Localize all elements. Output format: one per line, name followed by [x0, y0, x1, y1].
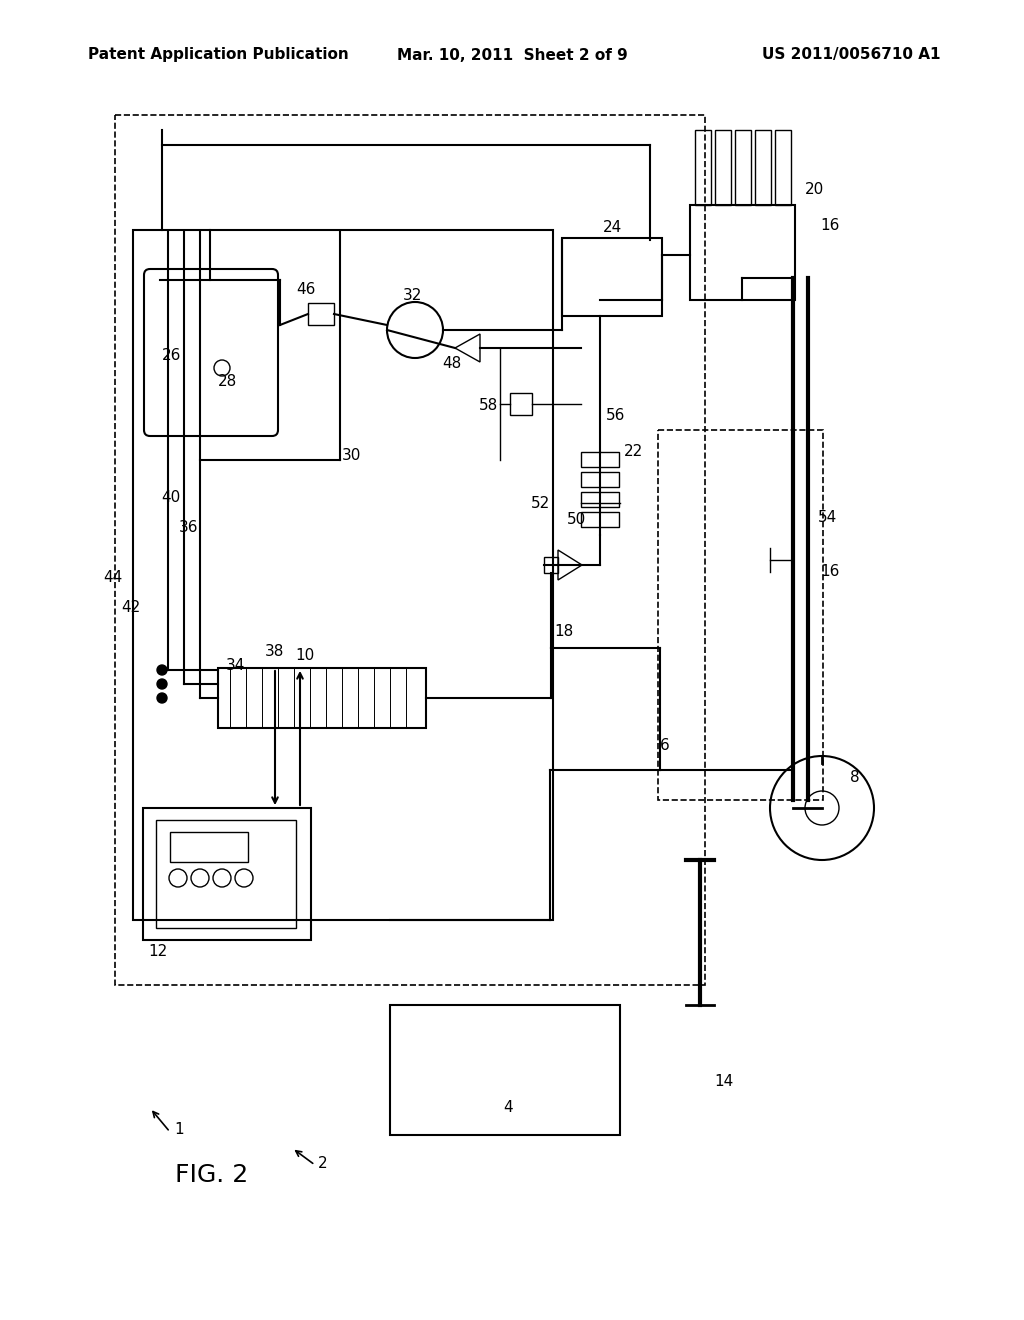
Bar [143, 808, 311, 940]
Bar [658, 430, 823, 800]
Bar [390, 1005, 620, 1135]
Text: 24: 24 [602, 220, 622, 235]
Circle shape [157, 678, 167, 689]
Text: 28: 28 [218, 375, 238, 389]
Text: 38: 38 [265, 644, 285, 660]
Text: 2: 2 [318, 1155, 328, 1171]
Circle shape [157, 665, 167, 675]
Bar [156, 820, 296, 928]
Text: 26: 26 [162, 347, 181, 363]
Bar [218, 668, 426, 729]
Text: 54: 54 [818, 511, 838, 525]
Bar [562, 238, 662, 315]
Text: 34: 34 [226, 657, 246, 672]
Text: 12: 12 [148, 945, 167, 960]
Bar [735, 129, 751, 205]
Text: 36: 36 [178, 520, 198, 536]
Bar [115, 115, 705, 985]
Bar [544, 557, 558, 573]
Text: 10: 10 [295, 648, 314, 663]
Text: FIG. 2: FIG. 2 [175, 1163, 249, 1187]
Text: 22: 22 [624, 445, 643, 459]
Text: US 2011/0056710 A1: US 2011/0056710 A1 [762, 48, 940, 62]
Text: 42: 42 [121, 601, 140, 615]
Bar [581, 512, 618, 527]
Circle shape [157, 693, 167, 704]
Bar [715, 129, 731, 205]
Text: 32: 32 [403, 288, 423, 302]
Bar [170, 832, 248, 862]
Text: 16: 16 [820, 565, 840, 579]
Bar [695, 129, 711, 205]
Bar [308, 304, 334, 325]
Text: 56: 56 [606, 408, 626, 422]
Text: 44: 44 [102, 570, 122, 586]
Text: 16: 16 [820, 218, 840, 232]
Text: 1: 1 [174, 1122, 183, 1138]
Bar [755, 129, 771, 205]
Bar [133, 230, 553, 920]
Bar [510, 393, 532, 414]
Text: 4: 4 [503, 1101, 513, 1115]
Text: 48: 48 [442, 355, 462, 371]
Bar [581, 473, 618, 487]
Text: 52: 52 [531, 496, 551, 511]
Bar [581, 492, 618, 507]
Text: Patent Application Publication: Patent Application Publication [88, 48, 349, 62]
Text: 58: 58 [479, 399, 498, 413]
Text: Mar. 10, 2011  Sheet 2 of 9: Mar. 10, 2011 Sheet 2 of 9 [396, 48, 628, 62]
Text: 8: 8 [850, 771, 859, 785]
Text: 30: 30 [342, 447, 361, 462]
Text: 18: 18 [554, 624, 573, 639]
Text: 20: 20 [805, 182, 824, 198]
Text: 40: 40 [161, 491, 180, 506]
Text: 6: 6 [660, 738, 670, 754]
Bar [581, 451, 618, 467]
Bar [690, 205, 795, 300]
Text: 46: 46 [296, 282, 315, 297]
Text: 50: 50 [566, 512, 586, 528]
Bar [775, 129, 791, 205]
Text: 14: 14 [714, 1074, 733, 1089]
